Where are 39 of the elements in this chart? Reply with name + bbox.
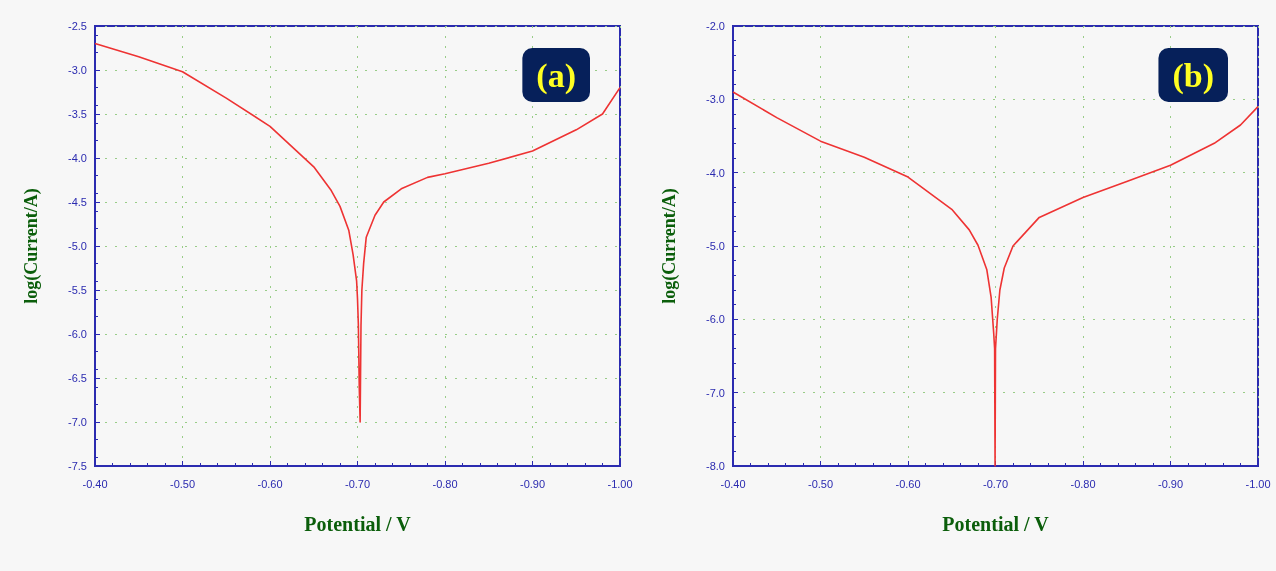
y-tick-label: -6.0	[68, 328, 87, 340]
y-tick-label: -8.0	[706, 460, 725, 472]
y-tick-label: -4.0	[706, 166, 725, 179]
y-axis-title: log(Current/A)	[659, 188, 680, 304]
x-tick-label: -0.80	[1070, 477, 1096, 490]
y-tick-label: -7.5	[68, 460, 87, 472]
x-tick-label: -0.90	[519, 477, 546, 490]
x-tick-label: -0.70	[344, 477, 371, 490]
y-tick-label: -6.5	[68, 372, 87, 384]
y-tick-label: -5.5	[68, 284, 87, 296]
x-tick-label: -0.50	[807, 477, 834, 490]
x-tick-label: -0.40	[82, 477, 108, 490]
y-tick-label: -5.0	[68, 240, 87, 252]
y-tick-label: -6.0	[706, 313, 725, 326]
annotation: (a)	[536, 56, 577, 95]
y-tick-label: -4.0	[68, 152, 87, 164]
x-tick-label: -1.00	[607, 477, 633, 490]
x-axis-title: Potential / V	[942, 513, 1050, 535]
y-tick-label: -3.0	[68, 64, 87, 76]
y-tick-label: -2.5	[68, 20, 87, 32]
x-tick-label: -0.90	[1157, 477, 1184, 490]
y-tick-label: -4.5	[68, 196, 87, 208]
x-tick-label: -0.60	[257, 477, 283, 490]
x-tick-label: -1.00	[1245, 477, 1271, 490]
x-tick-label: -0.50	[169, 477, 196, 490]
line-series	[94, 42, 621, 423]
y-tick-label: -7.0	[68, 416, 87, 428]
y-tick-label: -5.0	[706, 240, 725, 252]
x-tick-label: -0.70	[982, 477, 1009, 490]
y-tick-label: -3.5	[68, 108, 87, 120]
y-tick-label: -2.0	[706, 20, 725, 32]
y-tick-label: -3.0	[706, 93, 725, 106]
x-axis-title: Potential / V	[304, 513, 412, 535]
y-axis-title: log(Current/A)	[21, 188, 42, 304]
x-tick-label: -0.60	[895, 477, 921, 490]
x-tick-label: -0.80	[432, 477, 458, 490]
y-tick-label: -7.0	[706, 386, 725, 399]
annotation: (b)	[1172, 56, 1215, 95]
x-tick-label: -0.40	[720, 477, 746, 490]
